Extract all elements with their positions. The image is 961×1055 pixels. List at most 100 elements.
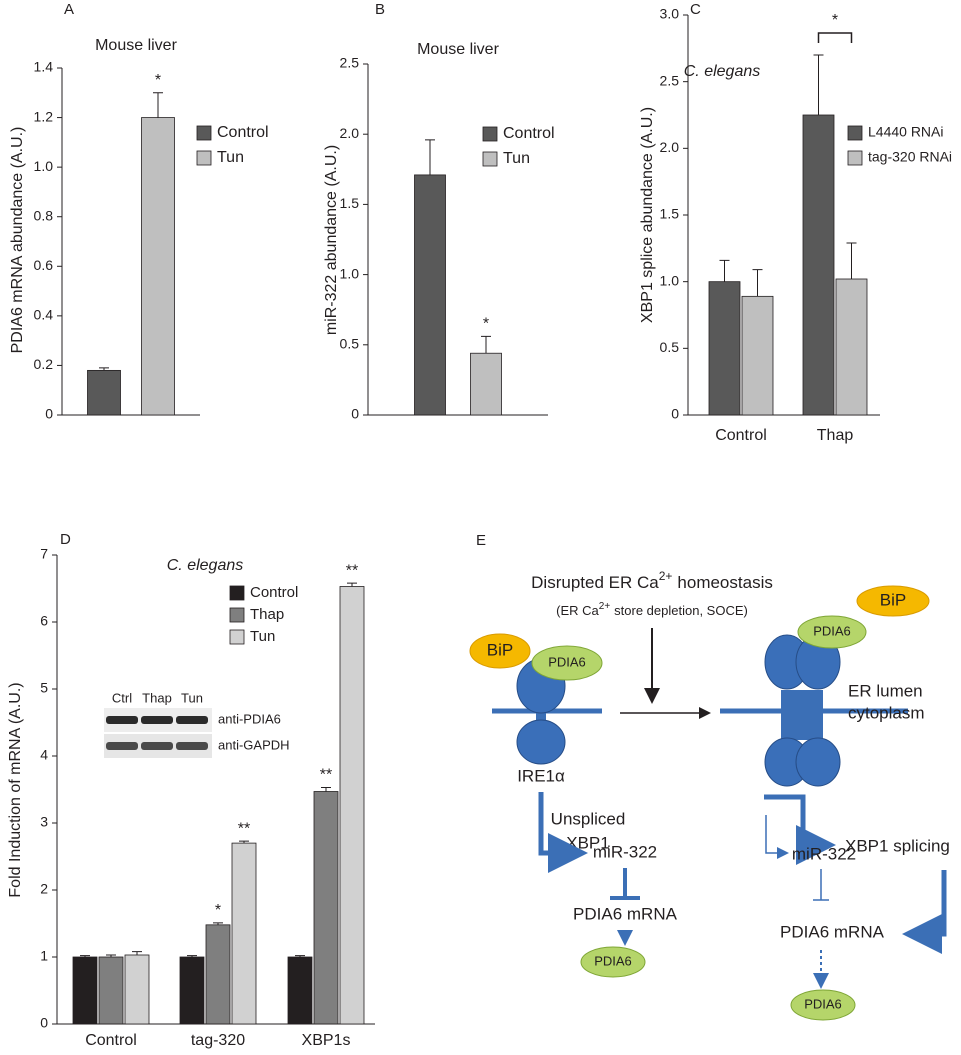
y-tick-label: 0.5 <box>660 339 680 355</box>
bar <box>205 924 231 1025</box>
lumen-label: ER lumen <box>848 681 923 700</box>
y-tick-label: 0.2 <box>34 356 54 372</box>
legend-label: Thap <box>250 606 284 623</box>
bar <box>470 352 502 416</box>
legend-label: Tun <box>503 150 530 167</box>
y-tick-label: 0.6 <box>34 257 54 273</box>
blot-band <box>176 742 208 750</box>
bar <box>98 956 124 1025</box>
error-bar <box>813 54 824 115</box>
bar <box>313 791 339 1025</box>
mir-label: miR-322 <box>792 844 856 863</box>
ire1-cyto <box>516 719 566 765</box>
y-tick-label: 0 <box>40 1015 48 1031</box>
ire1-cyto <box>795 737 841 787</box>
y-tick-label: 2 <box>40 881 48 897</box>
panel-label: D <box>60 531 71 548</box>
bar <box>141 117 175 416</box>
legend-label: L4440 RNAi <box>868 124 944 140</box>
y-tick-label: 2.0 <box>340 125 360 141</box>
pathway-arrow <box>764 794 836 865</box>
error-bar <box>80 955 90 957</box>
x-tick-label: Control <box>85 1032 137 1049</box>
chart-title: C. elegans <box>684 63 761 80</box>
error-bar <box>752 269 763 297</box>
legend-label: Tun <box>250 628 275 645</box>
pathway-arrow <box>765 815 789 859</box>
bar <box>741 295 774 416</box>
significance-bracket <box>817 32 853 43</box>
stimulus-sup: 2+ <box>659 569 673 583</box>
bar <box>414 174 446 416</box>
y-tick-label: 0.4 <box>34 307 54 323</box>
blot-row-label: anti-GAPDH <box>218 737 290 752</box>
y-tick-label: 0.8 <box>34 207 54 223</box>
splicing-label: XBP1 splicing <box>845 836 950 855</box>
error-bar <box>295 955 305 957</box>
significance: * <box>155 72 161 89</box>
x-tick-label: tag-320 <box>191 1032 245 1049</box>
bip-label: BiP <box>487 640 513 659</box>
blot-lane-label: Tun <box>181 690 203 705</box>
legend-label: Control <box>503 125 555 142</box>
x-tick-label: Control <box>715 427 767 444</box>
bar <box>231 842 257 1025</box>
error-bar <box>481 335 491 354</box>
bar <box>287 956 313 1025</box>
y-tick-label: 3 <box>40 814 48 830</box>
y-axis-label: PDIA6 mRNA abundance (A.U.) <box>9 127 26 354</box>
unspliced-label: Unspliced <box>551 809 626 828</box>
blot-band <box>141 716 173 724</box>
detail-sup: 2+ <box>599 601 611 612</box>
blot-band <box>106 742 138 750</box>
bar <box>835 278 868 416</box>
legend-swatch <box>847 150 863 166</box>
y-tick-label: 3.0 <box>660 6 680 22</box>
ire1-label: IRE1α <box>517 766 565 785</box>
ire1-stalk <box>781 690 823 740</box>
y-tick-label: 5 <box>40 680 48 696</box>
legend-swatch <box>229 629 245 645</box>
error-bar <box>187 955 197 957</box>
ire1-stalk <box>536 700 546 730</box>
inhibition <box>610 868 640 900</box>
panel-label: B <box>375 1 385 18</box>
stimulus-text: Disrupted ER Ca <box>531 573 659 592</box>
y-tick-label: 1 <box>40 948 48 964</box>
legend-swatch <box>482 151 498 167</box>
pathway-arrow <box>902 870 947 954</box>
chart-title: C. elegans <box>167 557 244 574</box>
y-tick-label: 1.2 <box>34 108 54 124</box>
y-axis-label: Fold Induction of mRNA (A.U.) <box>7 682 24 897</box>
bip-label: BiP <box>880 590 906 609</box>
pdia6-label: PDIA6 <box>804 996 842 1011</box>
significance: * <box>483 316 489 333</box>
legend-label: Control <box>217 124 269 141</box>
y-tick-label: 1.0 <box>340 265 360 281</box>
error-bar <box>425 139 435 175</box>
bar <box>72 956 98 1025</box>
detail-rest: store depletion, SOCE) <box>614 603 748 618</box>
bar <box>124 954 150 1025</box>
legend-swatch <box>482 126 498 142</box>
y-tick-label: 2.0 <box>660 139 680 155</box>
pdia6-label: PDIA6 <box>594 953 632 968</box>
inhibition <box>813 869 829 901</box>
legend-swatch <box>229 585 245 601</box>
blot-band <box>106 716 138 724</box>
cytoplasm-label: cytoplasm <box>848 703 925 722</box>
y-tick-label: 0.5 <box>340 336 360 352</box>
legend-swatch <box>229 607 245 623</box>
panel-label: C <box>690 1 701 18</box>
error-bar <box>99 367 109 371</box>
pdia6 <box>797 615 867 649</box>
y-tick-label: 0 <box>351 406 359 422</box>
pdia6 <box>580 946 646 978</box>
error-bar <box>213 922 223 925</box>
error-bar <box>846 242 857 279</box>
pathway-arrow <box>538 792 588 873</box>
chart-title: Mouse liver <box>417 41 499 58</box>
error-bar <box>239 840 249 844</box>
diagram: E Disrupted ER Ca2+ homeostasis (ER Ca2+ s… <box>469 532 950 1021</box>
